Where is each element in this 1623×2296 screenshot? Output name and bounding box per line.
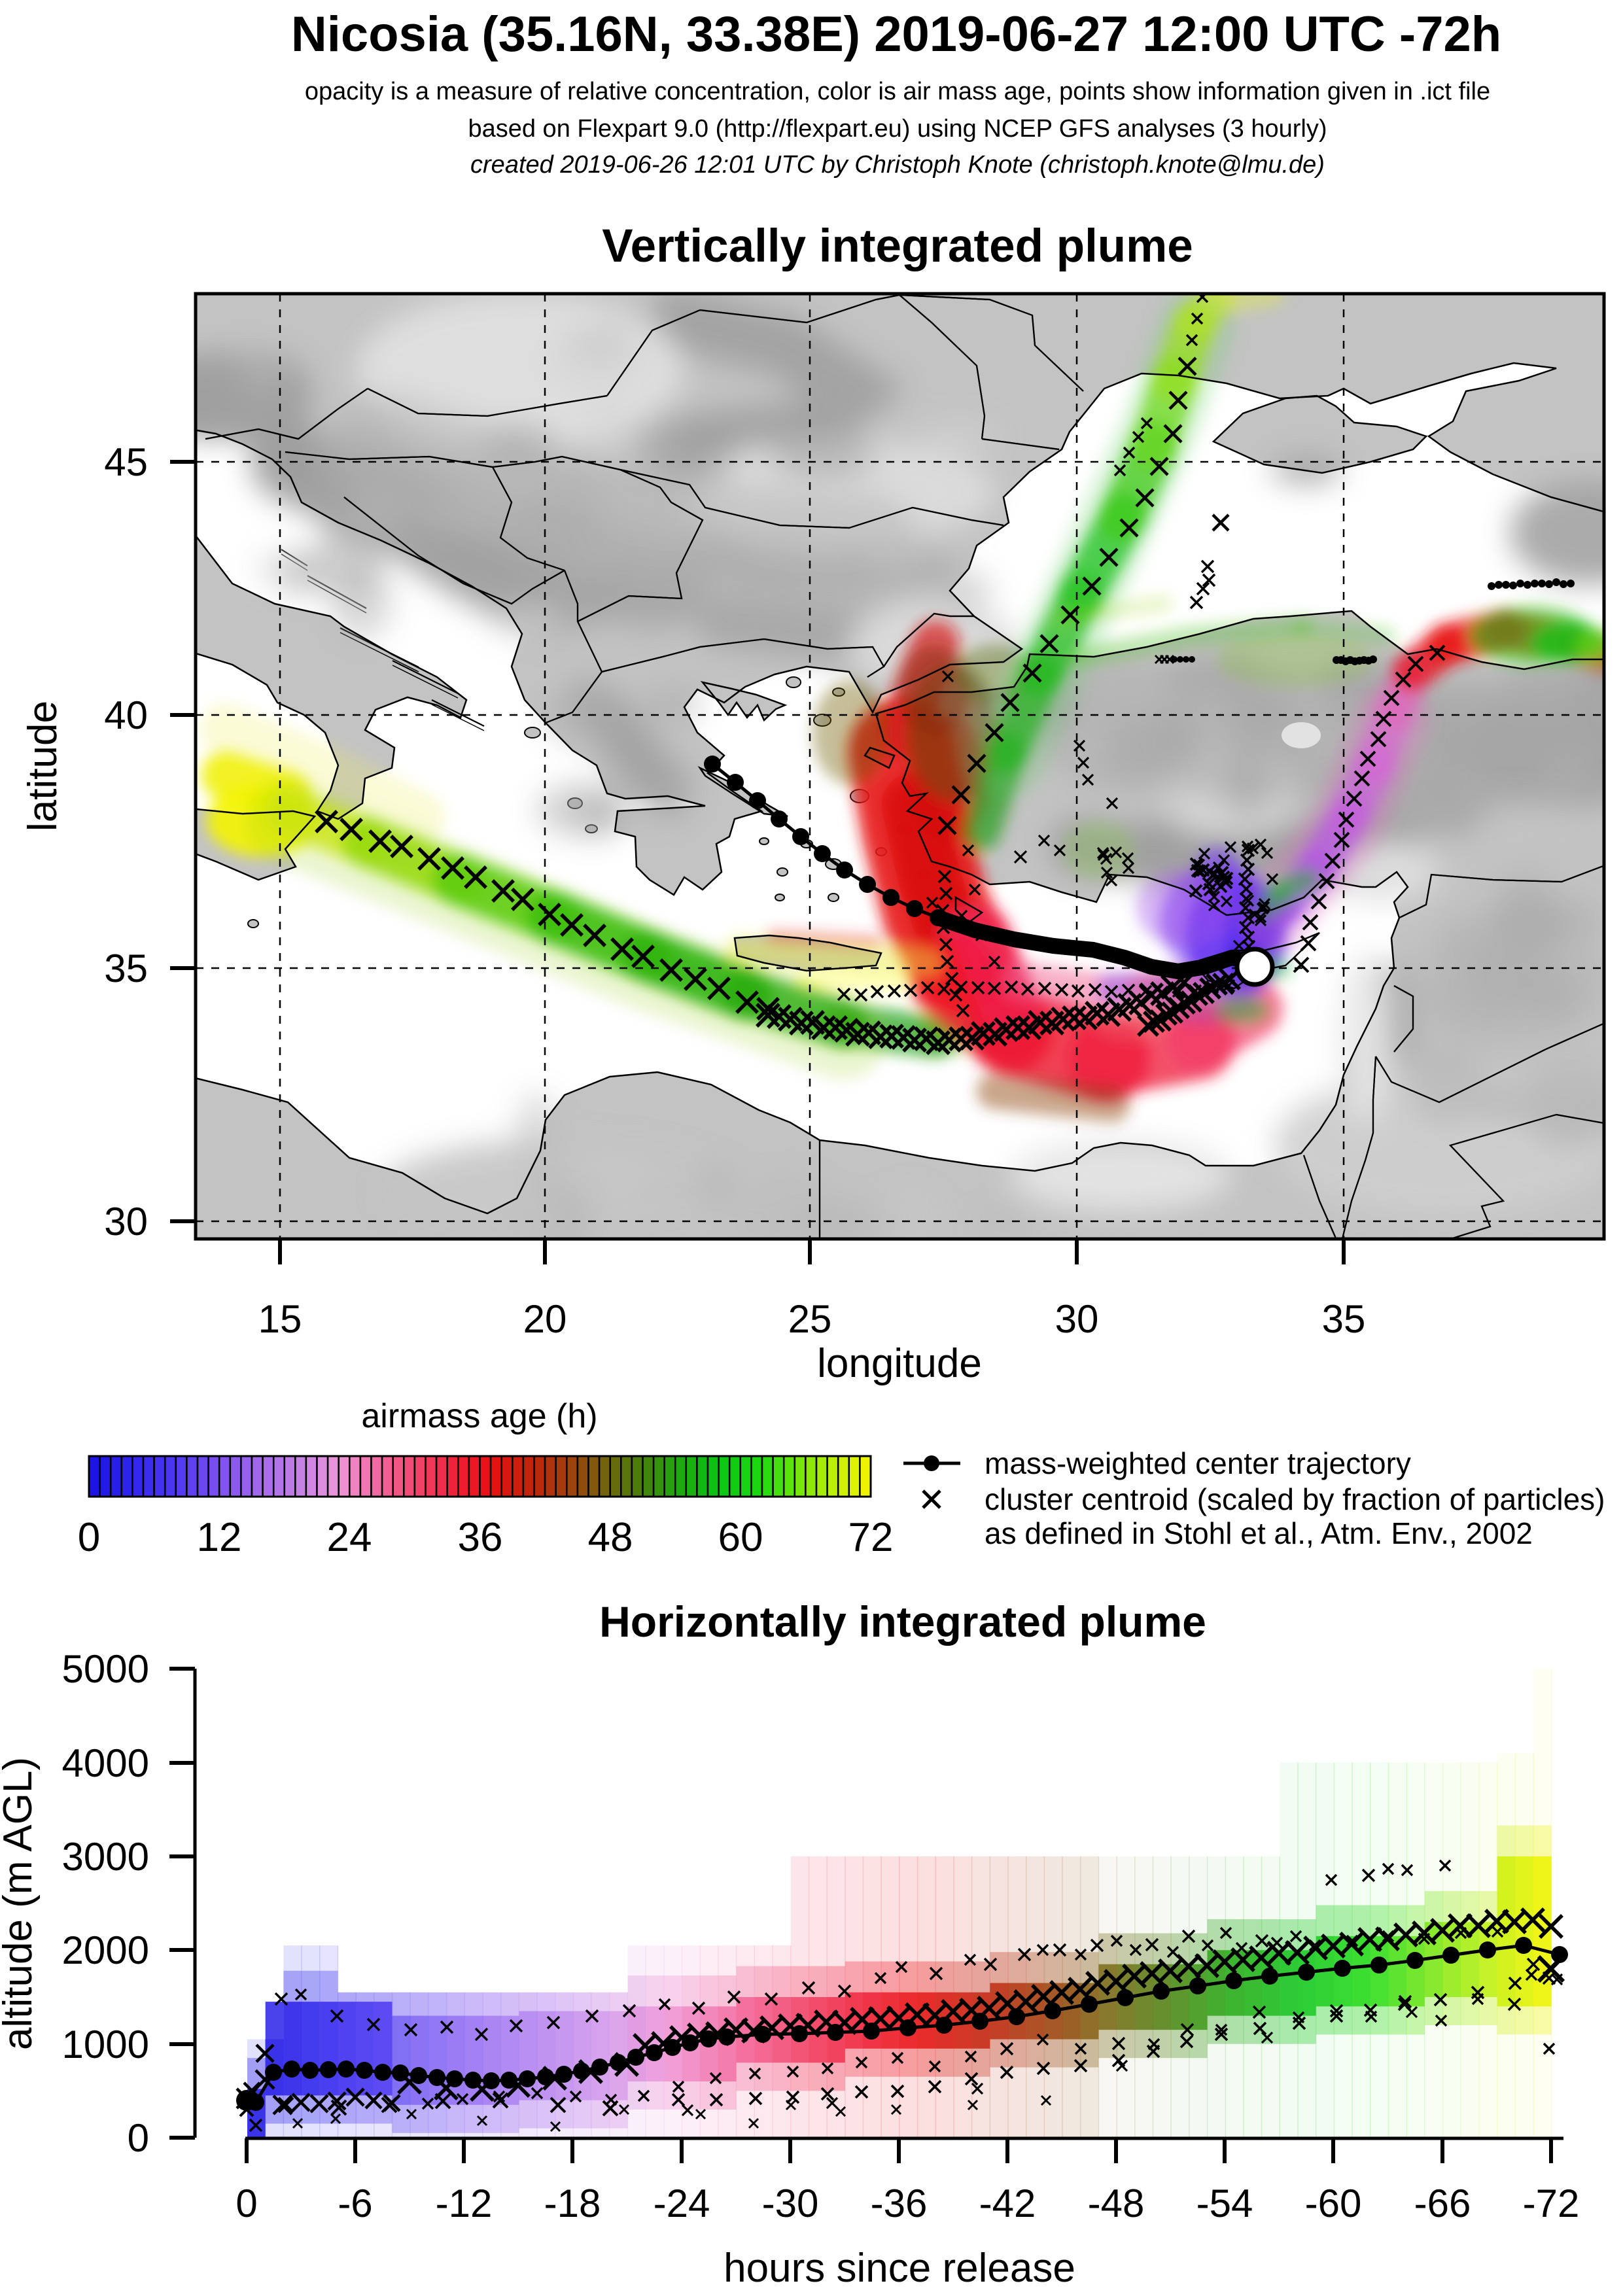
svg-text:24: 24 xyxy=(327,1515,372,1560)
svg-text:created 2019-06-26 12:01 UTC b: created 2019-06-26 12:01 UTC by Christop… xyxy=(470,151,1325,179)
svg-text:60: 60 xyxy=(718,1515,763,1560)
svg-text:3000: 3000 xyxy=(62,1835,149,1879)
svg-text:-60: -60 xyxy=(1305,2182,1362,2225)
svg-text:as defined in Stohl et al., At: as defined in Stohl et al., Atm. Env., 2… xyxy=(985,1516,1533,1550)
svg-text:airmass age (h): airmass age (h) xyxy=(361,1397,597,1435)
svg-text:35: 35 xyxy=(1322,1297,1366,1341)
svg-text:48: 48 xyxy=(588,1515,633,1560)
svg-text:Horizontally integrated plume: Horizontally integrated plume xyxy=(599,1597,1206,1646)
svg-text:20: 20 xyxy=(523,1297,567,1341)
svg-text:-36: -36 xyxy=(871,2182,928,2225)
svg-text:-12: -12 xyxy=(436,2182,493,2225)
svg-text:-54: -54 xyxy=(1196,2182,1253,2225)
svg-text:-6: -6 xyxy=(338,2182,372,2225)
svg-text:45: 45 xyxy=(104,440,148,484)
svg-text:longitude: longitude xyxy=(817,1341,982,1386)
svg-text:latitude: latitude xyxy=(20,701,65,831)
svg-text:12: 12 xyxy=(197,1515,242,1560)
svg-text:mass-weighted center trajector: mass-weighted center trajectory xyxy=(985,1446,1411,1480)
svg-text:15: 15 xyxy=(258,1297,302,1341)
svg-text:altitude (m AGL): altitude (m AGL) xyxy=(0,1757,41,2050)
svg-text:72: 72 xyxy=(848,1515,894,1560)
svg-text:-66: -66 xyxy=(1414,2182,1471,2225)
svg-text:40: 40 xyxy=(104,693,148,737)
svg-text:hours since release: hours since release xyxy=(724,2246,1075,2291)
svg-text:opacity is a measure of relati: opacity is a measure of relative concent… xyxy=(305,78,1490,105)
svg-text:-48: -48 xyxy=(1088,2182,1145,2225)
svg-text:Nicosia (35.16N, 33.38E) 2019-: Nicosia (35.16N, 33.38E) 2019-06-27 12:0… xyxy=(291,7,1501,62)
svg-text:5000: 5000 xyxy=(62,1647,149,1691)
svg-text:cluster centroid (scaled by fr: cluster centroid (scaled by fraction of … xyxy=(985,1482,1605,1516)
svg-text:4000: 4000 xyxy=(62,1741,149,1785)
svg-text:-24: -24 xyxy=(654,2182,710,2225)
svg-text:Vertically integrated plume: Vertically integrated plume xyxy=(602,220,1193,272)
svg-text:30: 30 xyxy=(1055,1297,1099,1341)
svg-text:0: 0 xyxy=(128,2116,149,2160)
svg-text:30: 30 xyxy=(104,1200,148,1244)
svg-text:2000: 2000 xyxy=(62,1928,149,1972)
svg-text:0: 0 xyxy=(78,1515,100,1560)
svg-text:36: 36 xyxy=(458,1515,503,1560)
svg-text:25: 25 xyxy=(788,1297,832,1341)
svg-text:-72: -72 xyxy=(1523,2182,1580,2225)
svg-text:0: 0 xyxy=(236,2182,257,2225)
svg-text:-18: -18 xyxy=(544,2182,601,2225)
svg-text:-42: -42 xyxy=(979,2182,1036,2225)
svg-text:based on Flexpart 9.0 (http://: based on Flexpart 9.0 (http://flexpart.e… xyxy=(468,115,1327,143)
svg-text:35: 35 xyxy=(104,947,148,990)
svg-text:1000: 1000 xyxy=(62,2023,149,2066)
svg-text:-30: -30 xyxy=(762,2182,819,2225)
